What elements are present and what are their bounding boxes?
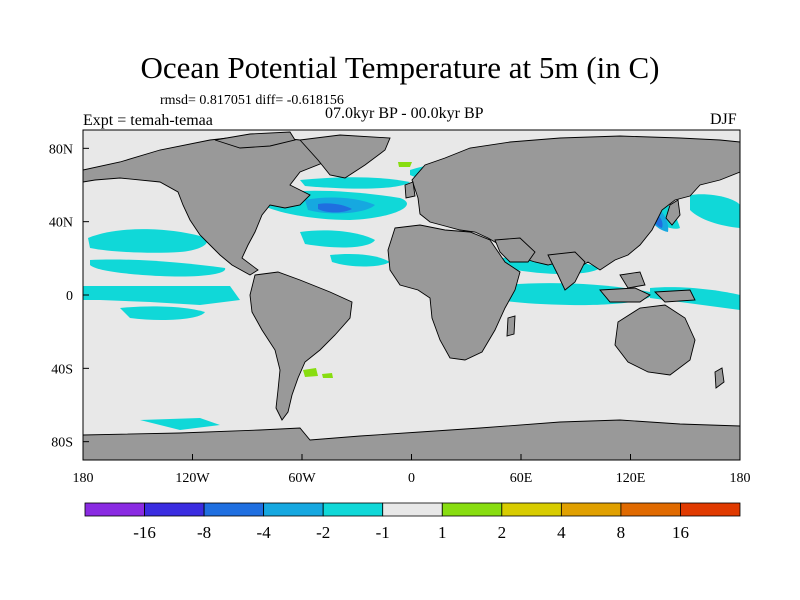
season-label: DJF (710, 111, 737, 128)
antarctica-landmass (83, 419, 740, 460)
y-axis: 80N 40N 0 40S 80S (49, 142, 89, 451)
map-plot-area (83, 130, 740, 460)
colorbar-level-label: 16 (672, 523, 689, 542)
anomaly-patch (90, 259, 226, 277)
anomaly-patch (318, 203, 352, 213)
anomaly-patch (322, 373, 333, 378)
south-america-landmass (249, 271, 353, 421)
colorbar-level-label: 8 (617, 523, 626, 542)
x-tick-label: 60E (510, 471, 533, 486)
anomaly-patch (303, 368, 318, 377)
indonesia-landmass (599, 287, 651, 303)
experiment-label: Expt = temah-temaa (83, 112, 213, 129)
rmsd-diff-stats: rmsd= 0.817051 diff= -0.618156 (160, 93, 344, 108)
colorbar-swatch (620, 502, 681, 517)
colorbar-swatch (263, 502, 324, 517)
anomaly-patch (83, 286, 240, 305)
colorbar-level-label: -8 (197, 523, 211, 542)
colorbar-swatch (441, 502, 503, 517)
anomaly-patch (88, 229, 208, 253)
x-tick-label: 120W (175, 471, 210, 486)
arctic-islands-landmass (214, 131, 296, 149)
anomaly-patch (330, 253, 390, 267)
land-layer (83, 131, 740, 460)
anomaly-patch (690, 194, 740, 228)
colorbar-level-label: -4 (257, 523, 272, 542)
madagascar-landmass (506, 315, 516, 337)
colorbar-level-label: 4 (557, 523, 566, 542)
colorbar-swatch (144, 502, 205, 517)
new-guinea-landmass (653, 289, 696, 303)
y-tick-label: 40N (49, 216, 73, 231)
x-tick-label: 120E (616, 471, 646, 486)
borneo-landmass (619, 271, 646, 289)
colorbar-level-label: -16 (133, 523, 156, 542)
x-tick-label: 60W (288, 471, 316, 486)
time-period-label: 07.0kyr BP - 00.0kyr BP (325, 105, 484, 122)
y-tick-label: 80S (51, 436, 73, 451)
colorbar-level-label: 1 (438, 523, 447, 542)
new-zealand-landmass (714, 367, 725, 389)
colorbar-swatch (322, 502, 384, 517)
y-tick-label: 80N (49, 142, 73, 157)
y-tick-label: 0 (66, 289, 73, 304)
anomaly-patch (398, 162, 412, 167)
anomaly-patch (300, 230, 375, 248)
anomaly-patch (140, 418, 220, 430)
british-isles-landmass (404, 181, 416, 199)
colorbar-swatch (501, 502, 562, 517)
india-landmass (547, 251, 586, 291)
africa-landmass (387, 224, 521, 361)
arabia-landmass (494, 237, 536, 263)
colorbar-level-label: 2 (498, 523, 507, 542)
x-tick-label: 180 (73, 471, 94, 486)
colorbar: -16 -8 -4 -2 -1 1 2 4 8 16 (84, 502, 741, 542)
anomaly-patch (120, 306, 205, 320)
colorbar-swatch (203, 502, 265, 517)
colorbar-swatch (382, 502, 443, 517)
chart-title: Ocean Potential Temperature at 5m (in C) (140, 50, 660, 85)
colorbar-level-label: -2 (316, 523, 330, 542)
x-axis: 180 120W 60W 0 60E 120E 180 (73, 454, 751, 486)
colorbar-swatch (680, 502, 741, 517)
eurasia-landmass (411, 135, 740, 271)
greenland-landmass (299, 134, 391, 179)
anomaly-patch (300, 177, 410, 189)
australia-landmass (614, 304, 696, 376)
japan-landmass (665, 199, 681, 226)
y-tick-label: 40S (51, 362, 73, 377)
x-tick-label: 0 (408, 471, 415, 486)
colorbar-swatch (84, 502, 145, 517)
colorbar-level-label: -1 (376, 523, 390, 542)
colorbar-swatch (560, 502, 622, 517)
x-tick-label: 180 (730, 471, 751, 486)
